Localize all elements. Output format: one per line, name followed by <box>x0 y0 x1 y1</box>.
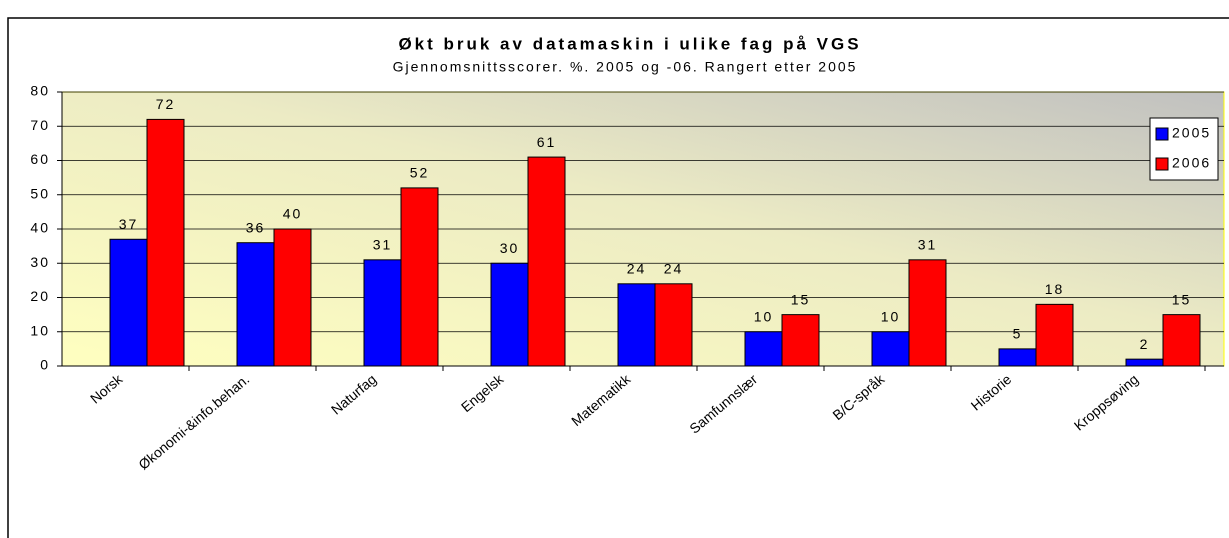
y-tick-label: 40 <box>30 220 50 236</box>
legend-swatch <box>1155 157 1169 171</box>
y-tick-label: 60 <box>30 151 50 167</box>
legend-label: 2005 <box>1172 125 1211 141</box>
value-label: 24 <box>664 261 684 277</box>
y-tick-label: 10 <box>30 322 50 338</box>
legend-label: 2006 <box>1172 155 1211 171</box>
bar <box>490 262 529 367</box>
y-tick-label: 20 <box>30 288 50 304</box>
bar <box>781 314 820 367</box>
bar <box>998 348 1037 367</box>
value-label: 2 <box>1140 336 1150 352</box>
bar <box>617 283 656 367</box>
value-label: 31 <box>373 237 393 253</box>
bar <box>146 118 185 367</box>
value-label: 30 <box>500 240 520 256</box>
value-label: 18 <box>1045 281 1065 297</box>
bar <box>871 331 910 367</box>
y-tick-label: 80 <box>30 83 50 99</box>
value-label: 37 <box>119 216 139 232</box>
value-label: 61 <box>537 134 557 150</box>
value-label: 52 <box>410 165 430 181</box>
y-tick-label: 0 <box>40 357 50 373</box>
legend-swatch <box>1155 127 1169 141</box>
bar <box>744 331 783 367</box>
value-label: 10 <box>754 308 774 324</box>
y-tick-label: 50 <box>30 185 50 201</box>
value-label: 15 <box>791 291 811 307</box>
bar <box>527 156 566 367</box>
value-label: 5 <box>1013 326 1023 342</box>
value-label: 36 <box>246 219 266 235</box>
bar <box>363 259 402 367</box>
bar <box>908 259 947 367</box>
bar <box>273 228 312 367</box>
bar <box>109 238 148 367</box>
value-label: 40 <box>283 206 303 222</box>
chart-title: Økt bruk av datamaskin i ulike fag på VG… <box>398 34 861 53</box>
value-label: 15 <box>1172 291 1192 307</box>
chart-subtitle: Gjennomsnittsscorer. %. 2005 og -06. Ran… <box>393 59 858 75</box>
value-label: 72 <box>156 96 176 112</box>
bar <box>1125 358 1164 367</box>
value-label: 24 <box>627 261 647 277</box>
y-tick-label: 70 <box>30 117 50 133</box>
y-tick-label: 30 <box>30 254 50 270</box>
bar <box>1162 314 1201 367</box>
bar <box>654 283 693 367</box>
bar <box>400 187 439 367</box>
value-label: 10 <box>881 308 901 324</box>
bar <box>236 242 275 367</box>
bar <box>1035 303 1074 367</box>
value-label: 31 <box>918 237 938 253</box>
